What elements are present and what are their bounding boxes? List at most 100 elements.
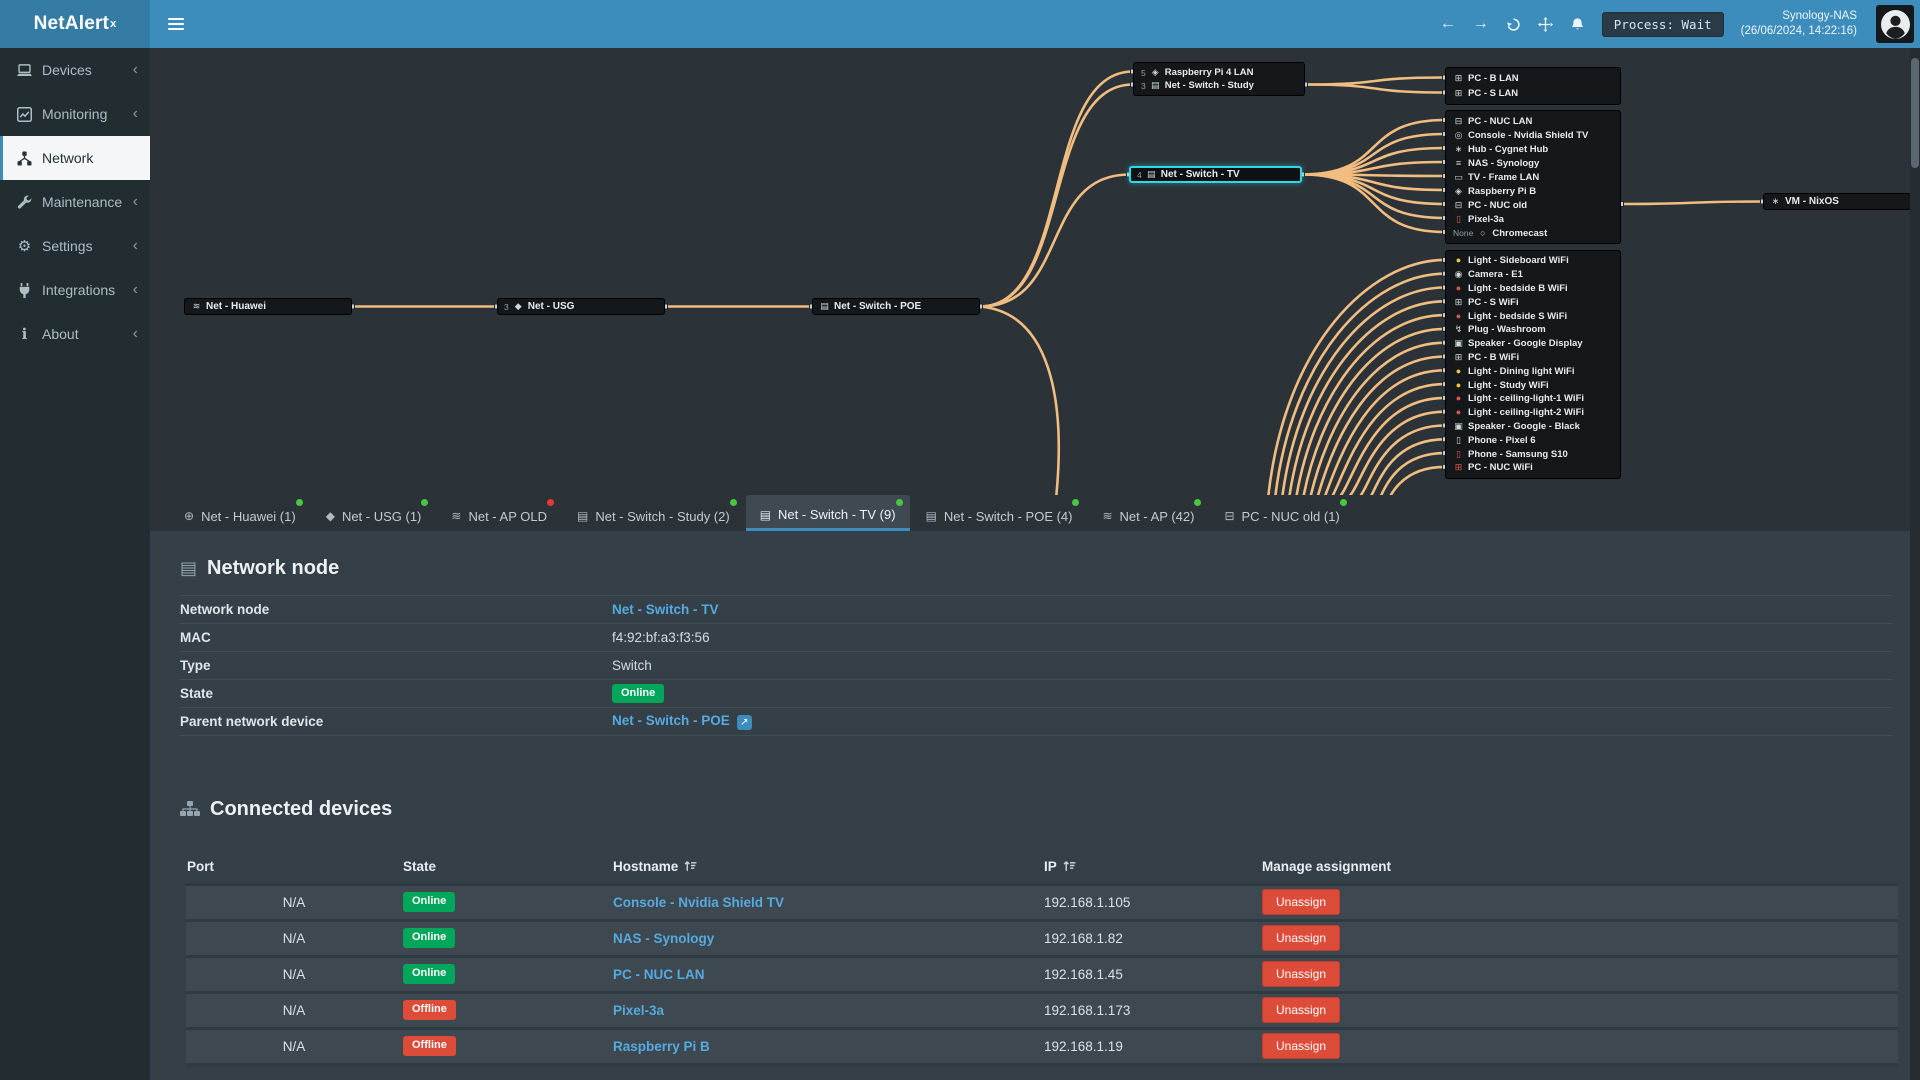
topology-device-light-dining-light-wifi[interactable]: ● Light - Dining light WiFi xyxy=(1446,364,1620,378)
tab-net-ap-42[interactable]: ≋ Net - AP (42) xyxy=(1088,495,1208,531)
topology-device-pc-nuc-lan[interactable]: ⊟ PC - NUC LAN xyxy=(1454,115,1533,127)
sidebar-item-about[interactable]: ℹ About ‹ xyxy=(0,312,150,356)
hostname-link-pixel-3a[interactable]: Pixel-3a xyxy=(613,1002,665,1018)
scrollbar-thumb[interactable] xyxy=(1911,58,1919,168)
bell-icon[interactable] xyxy=(1570,17,1585,32)
column-header-hostname[interactable]: Hostname xyxy=(612,850,1043,886)
sidebar-item-settings[interactable]: ⚙ Settings ‹ xyxy=(17,237,138,255)
switch-icon: ▤ xyxy=(180,558,198,578)
hostname-link-pc-nuc-lan[interactable]: PC - NUC LAN xyxy=(613,966,705,982)
topology-device-console-nvidia-shield-tv[interactable]: ◎ Console - Nvidia Shield TV xyxy=(1454,129,1589,141)
topology-device-speaker-google-black[interactable]: ▣ Speaker - Google - Black xyxy=(1454,420,1580,432)
wifi-icon: ≋ xyxy=(451,509,462,523)
move-icon[interactable] xyxy=(1537,16,1553,32)
topology-device-plug-washroom[interactable]: ↯ Plug - Washroom xyxy=(1454,324,1546,336)
hostname-cell: Console - Nvidia Shield TV xyxy=(612,884,1043,922)
plug-icon: ↯ xyxy=(1454,324,1463,335)
topology-node-vm-nixos[interactable]: ∗ VM - NixOS xyxy=(1763,193,1911,210)
detail-row-mac: MAC f4:92:bf:a3:f3:56 xyxy=(180,624,1892,652)
column-header-manage-assignment: Manage assignment xyxy=(1261,850,1898,886)
sidebar-item-maintenance[interactable]: Maintenance ‹ xyxy=(0,180,150,224)
detail-row-state: State Online xyxy=(180,680,1892,708)
tab-net-switch-study-2[interactable]: ▤ Net - Switch - Study (2) xyxy=(563,495,744,531)
top-header: NetAlert x ← → Process: Wait Synology-NAS… xyxy=(0,0,1920,48)
tab-net-switch-tv-9[interactable]: ▤ Net - Switch - TV (9) xyxy=(745,495,910,531)
external-link-icon[interactable]: ↗ xyxy=(736,715,752,730)
topology-device-pc-b-wifi[interactable]: ⊞ PC - B WiFi xyxy=(1454,351,1520,363)
tab-net-ap-old[interactable]: ≋ Net - AP OLD xyxy=(437,495,561,531)
unassign-button[interactable]: Unassign xyxy=(1262,1033,1341,1059)
tab-pc-nuc-old-1[interactable]: ⊟ PC - NUC old (1) xyxy=(1210,495,1353,531)
topology-device-pc-nuc-old[interactable]: ⊟ PC - NUC old xyxy=(1454,199,1528,211)
detail-link-net-switch-tv[interactable]: Net - Switch - TV xyxy=(612,602,719,617)
sidebar-item-network[interactable]: Network ‹ xyxy=(0,136,150,180)
back-arrow-icon[interactable]: ← xyxy=(1439,15,1456,32)
topology-device-light-sideboard-wifi[interactable]: ● Light - Sideboard WiFi xyxy=(1446,254,1620,268)
topology-device-tv-frame-lan[interactable]: ▭ TV - Frame LAN xyxy=(1454,171,1540,183)
chevron-icon: ‹ xyxy=(132,61,138,78)
camera-icon: ◉ xyxy=(1454,269,1463,280)
topology-device-pc-s-wifi[interactable]: ⊞ PC - S WiFi xyxy=(1454,296,1519,308)
tab-net-huawei-1[interactable]: ⊕ Net - Huawei (1) xyxy=(170,495,310,531)
switch-icon: ▤ xyxy=(759,507,772,522)
topology-device-net-switch-study[interactable]: 3 ▤ Net - Switch - Study xyxy=(1141,80,1254,91)
topology-device-pc-nuc-wifi[interactable]: ⊞ PC - NUC WiFi xyxy=(1454,462,1533,474)
topology-node-net-huawei[interactable]: ≋ Net - Huawei xyxy=(184,298,352,315)
user-avatar[interactable] xyxy=(1876,5,1914,43)
host-info: Synology-NAS (26/06/2024, 14:22:16) xyxy=(1741,9,1857,39)
topology-device-pixel-3a[interactable]: ▯ Pixel-3a xyxy=(1446,212,1620,226)
unassign-button[interactable]: Unassign xyxy=(1262,961,1341,987)
topology-device-raspberry-pi-b[interactable]: ◈ Raspberry Pi B xyxy=(1446,184,1620,198)
gear-icon: ⚙ xyxy=(17,237,32,255)
topology-device-light-ceiling-light-1-wifi[interactable]: ● Light - ceiling-light-1 WiFi xyxy=(1446,392,1620,406)
switch-icon: ▤ xyxy=(1150,80,1160,90)
tv-icon: ▭ xyxy=(1454,171,1463,182)
topology-device-phone-samsung-s10[interactable]: ▯ Phone - Samsung S10 xyxy=(1446,447,1620,461)
topology-device-hub-cygnet-hub[interactable]: ∗ Hub - Cygnet Hub xyxy=(1454,143,1549,155)
topology-node-net-switch-tv[interactable]: 4 ▤ Net - Switch - TV xyxy=(1129,166,1302,183)
wrench-icon xyxy=(16,195,33,210)
topology-device-phone-pixel-6[interactable]: ▯ Phone - Pixel 6 xyxy=(1446,433,1620,447)
topology-device-light-study-wifi[interactable]: ● Light - Study WiFi xyxy=(1446,378,1620,392)
console-icon: ◎ xyxy=(1454,129,1463,140)
monitor-icon: ⊟ xyxy=(1454,199,1463,210)
hostname-link-console-nvidia-shield-tv[interactable]: Console - Nvidia Shield TV xyxy=(613,894,785,910)
topology-device-pc-b-lan[interactable]: ⊞ PC - B LAN xyxy=(1454,73,1519,84)
tab-net-switch-poe-4[interactable]: ▤ Net - Switch - POE (4) xyxy=(912,495,1087,531)
topology-node-net-usg[interactable]: 3 ◆ Net - USG xyxy=(497,298,665,315)
detail-link-net-switch-poe[interactable]: Net - Switch - POE xyxy=(612,713,730,728)
host-timestamp: (26/06/2024, 14:22:16) xyxy=(1740,25,1857,37)
port-cell: N/A xyxy=(186,992,402,1030)
topology-device-pc-s-lan[interactable]: ⊞ PC - S LAN xyxy=(1454,88,1519,99)
topology-device-light-bedside-s-wifi[interactable]: ● Light - bedside S WiFi xyxy=(1446,309,1620,323)
unassign-button[interactable]: Unassign xyxy=(1262,997,1341,1023)
tab-net-usg-1[interactable]: ◆ Net - USG (1) xyxy=(312,495,436,531)
topology-device-camera-e1[interactable]: ◉ Camera - E1 xyxy=(1454,269,1523,281)
sidebar-item-monitoring[interactable]: Monitoring ‹ xyxy=(0,92,150,136)
chevron-icon: ‹ xyxy=(132,281,138,298)
hostname-link-nas-synology[interactable]: NAS - Synology xyxy=(613,930,715,946)
ip-cell: 192.168.1.19 xyxy=(1043,1028,1261,1066)
state-cell: Offline xyxy=(402,992,612,1030)
topology-cluster-pclan: ⊞ PC - B LAN ⊞ PC - S LAN xyxy=(1445,67,1621,105)
switch-icon: ▤ xyxy=(1146,169,1156,179)
sidebar-item-devices[interactable]: Devices ‹ xyxy=(0,48,150,92)
topology-device-chromecast[interactable]: None ○ Chromecast xyxy=(1453,227,1548,239)
topology-device-raspberry-pi-4-lan[interactable]: 5 ◈ Raspberry Pi 4 LAN xyxy=(1141,67,1254,78)
unassign-button[interactable]: Unassign xyxy=(1262,925,1341,951)
refresh-icon[interactable] xyxy=(1506,17,1521,32)
topology-device-nas-synology[interactable]: ≡ NAS - Synology xyxy=(1446,156,1620,170)
column-header-ip[interactable]: IP xyxy=(1043,850,1261,886)
sidebar-item-integrations[interactable]: Integrations ‹ xyxy=(0,268,150,312)
hamburger-menu-icon[interactable] xyxy=(150,0,202,48)
status-dot xyxy=(1072,499,1080,506)
forward-arrow-icon[interactable]: → xyxy=(1472,15,1489,32)
topology-device-light-ceiling-light-2-wifi[interactable]: ● Light - ceiling-light-2 WiFi xyxy=(1446,406,1620,420)
topology-device-light-bedside-b-wifi[interactable]: ● Light - bedside B WiFi xyxy=(1446,282,1620,296)
wifi-icon: ≋ xyxy=(1102,509,1113,523)
switch-icon: ▤ xyxy=(925,509,937,523)
topology-device-speaker-google-display[interactable]: ▣ Speaker - Google Display xyxy=(1454,338,1583,350)
topology-node-net-switch-poe[interactable]: ▤ Net - Switch - POE xyxy=(812,298,980,315)
hostname-link-raspberry-pi-b[interactable]: Raspberry Pi B xyxy=(613,1038,710,1054)
unassign-button[interactable]: Unassign xyxy=(1262,889,1341,915)
